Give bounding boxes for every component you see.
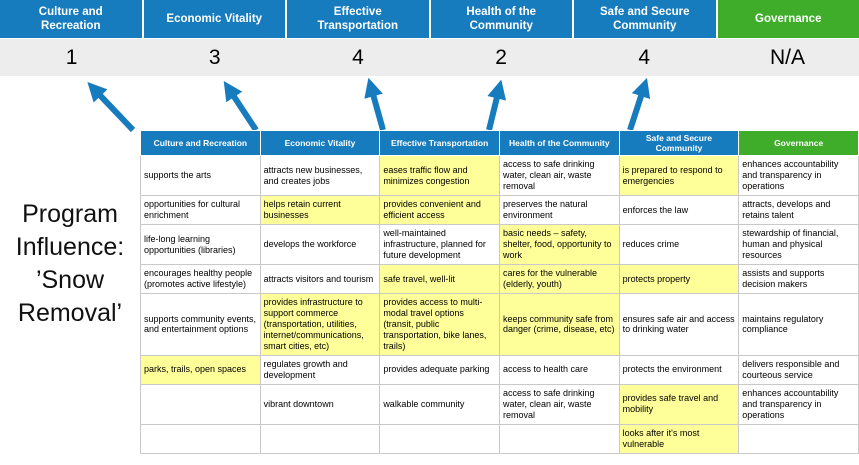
matrix-cell — [738, 423, 859, 454]
score-value-5: N/A — [769, 45, 805, 69]
matrix-cell: enhances accountability and transparency… — [738, 155, 859, 197]
category-header-1: Economic Vitality — [143, 0, 285, 38]
matrix-cell-highlighted: looks after it's most vulnerable — [618, 423, 740, 454]
table-row: supports the arts attracts new businesses… — [140, 155, 859, 197]
matrix-cell: delivers responsible and courteous servi… — [738, 354, 859, 385]
matrix-cell-highlighted: cares for the vulnerable (elderly, youth… — [498, 264, 620, 295]
matrix-cell-highlighted: protects property — [618, 264, 740, 295]
matrix-header-row: Culture and Recreation Economic Vitality E… — [140, 129, 859, 157]
matrix-header: Governance — [738, 129, 859, 157]
matrix-cell-highlighted: parks, trails, open spaces — [140, 354, 261, 385]
matrix-cell: stewardship of financial, human and phys… — [738, 224, 859, 266]
matrix-cell: vibrant downtown — [259, 383, 381, 425]
score-value-4: 4 — [638, 45, 651, 69]
category-header-5: Governance — [717, 0, 859, 38]
table-row: vibrant downtown walkable community access… — [140, 383, 859, 425]
matrix-cell: access to safe drinking water, clean air… — [498, 155, 620, 197]
matrix-cell-highlighted: eases traffic flow and minimizes congest… — [379, 155, 500, 197]
score-value-1: 3 — [208, 45, 221, 69]
matrix-cell — [498, 423, 620, 454]
matrix-cell — [140, 423, 261, 454]
matrix-cell: reduces crime — [618, 224, 740, 266]
up-arrow-culture — [87, 82, 136, 133]
matrix-cell: preserves the natural environment — [498, 195, 620, 226]
matrix-header: Economic Vitality — [259, 129, 381, 157]
category-banner: Culture and Recreation Economic Vitality E… — [0, 0, 859, 38]
category-header-3: Health of the Community — [430, 0, 572, 38]
matrix-header: Culture and Recreation — [140, 129, 261, 157]
table-row: life-long learning opportunities (librar… — [140, 224, 859, 266]
up-arrow-health — [486, 79, 507, 131]
category-header-2: Effective Transportation — [287, 0, 429, 38]
matrix-header: Effective Transportation — [379, 129, 500, 157]
matrix-header: Health of the Community — [498, 129, 620, 157]
matrix-cell: provides adequate parking — [379, 354, 500, 385]
matrix-cell: opportunities for cultural enrichment — [140, 195, 261, 226]
score-value-2: 4 — [352, 45, 364, 69]
matrix-cell: access to health care — [498, 354, 620, 385]
table-row: opportunities for cultural enrichment hel… — [140, 195, 859, 226]
matrix-cell: develops the workforce — [259, 224, 381, 266]
score-band: 1 3 4 2 4 N/A — [0, 39, 859, 76]
matrix-cell: protects the environment — [618, 354, 740, 385]
matrix-cell: regulates growth and development — [259, 354, 381, 385]
matrix-cell: supports the arts — [140, 155, 261, 197]
up-arrow-safe — [627, 78, 651, 131]
matrix-cell: attracts new businesses, and creates job… — [259, 155, 381, 197]
program-title: Program Influence: ’Snow Removal’ — [15, 200, 125, 327]
score-value-3: 2 — [495, 45, 507, 69]
matrix-cell: attracts visitors and tourism — [259, 264, 381, 295]
matrix-cell: ensures safe air and access to drinking … — [618, 293, 740, 356]
matrix-cell: maintains regulatory compliance — [738, 293, 859, 356]
matrix-cell: access to safe drinking water, clean air… — [498, 383, 620, 425]
matrix-cell: walkable community — [379, 383, 500, 425]
matrix-cell: well-maintained infrastructure, planned … — [379, 224, 500, 266]
influence-arrows — [87, 78, 651, 133]
matrix-cell: life-long learning opportunities (librar… — [140, 224, 261, 266]
matrix-cell-highlighted: provides convenient and efficient access — [379, 195, 500, 226]
matrix-cell — [379, 423, 500, 454]
up-arrow-transportation — [364, 78, 386, 131]
matrix-cell: encourages healthy people (promotes acti… — [140, 264, 261, 295]
influence-matrix: Culture and Recreation Economic Vitality E… — [140, 129, 859, 454]
table-row: parks, trails, open spaces regulates grow… — [140, 354, 859, 385]
category-header-4: Safe and Secure Community — [574, 0, 716, 38]
matrix-cell: supports community events, and entertain… — [140, 293, 261, 356]
matrix-cell: enforces the law — [618, 195, 740, 226]
matrix-cell-highlighted: safe travel, well-lit — [379, 264, 500, 295]
matrix-cell — [259, 423, 381, 454]
score-value-0: 1 — [65, 45, 78, 69]
matrix-cell: attracts, develops and retains talent — [738, 195, 859, 226]
matrix-cell-highlighted: provides access to multi-modal travel op… — [379, 293, 500, 356]
table-row: encourages healthy people (promotes acti… — [140, 264, 859, 295]
matrix-cell-highlighted: helps retain current businesses — [259, 195, 381, 226]
category-header-0: Culture and Recreation — [0, 0, 142, 38]
matrix-cell — [140, 383, 261, 425]
matrix-cell-highlighted: keeps community safe from danger (crime,… — [498, 293, 620, 356]
matrix-cell-highlighted: is prepared to respond to emergencies — [618, 155, 740, 197]
table-row: supports community events, and entertain… — [140, 293, 859, 356]
matrix-cell: enhances accountability and transparency… — [738, 383, 859, 425]
table-row: looks after it's most vulnerable — [140, 423, 859, 454]
matrix-header: Safe and Secure Community — [618, 129, 740, 157]
matrix-cell-highlighted: basic needs – safety, shelter, food, opp… — [498, 224, 620, 266]
matrix-cell-highlighted: provides safe travel and mobility — [618, 383, 740, 425]
matrix-cell: assists and supports decision makers — [738, 264, 859, 295]
up-arrow-economic — [223, 80, 259, 132]
matrix-cell-highlighted: provides infrastructure to support comme… — [259, 293, 381, 356]
